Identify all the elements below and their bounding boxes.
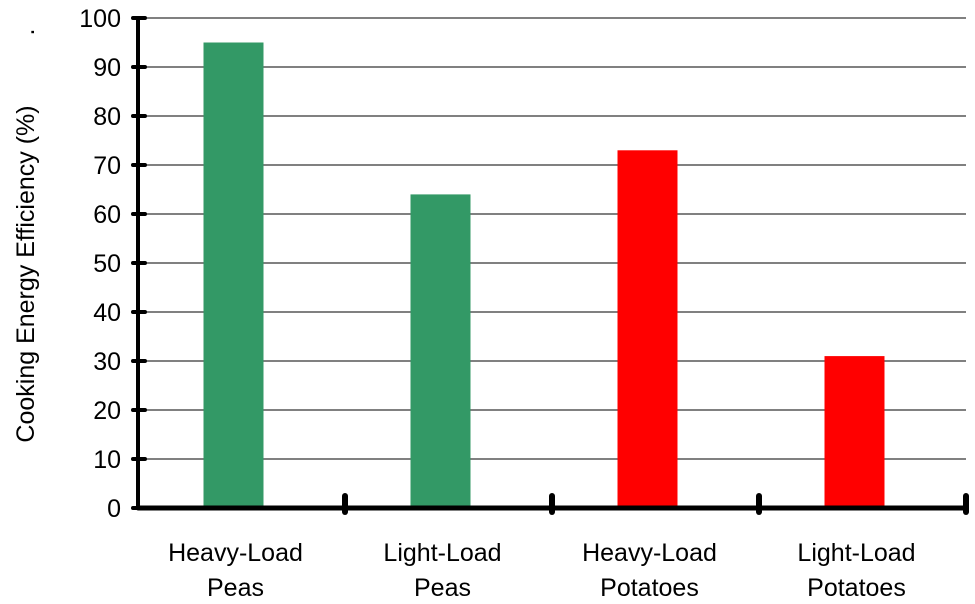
x-category-label: Heavy-Load <box>582 539 717 567</box>
y-tick-label: 70 <box>93 152 121 180</box>
y-tick-label: 50 <box>93 250 121 278</box>
y-axis-title: Cooking Energy Efficiency (%) <box>12 105 40 442</box>
bar <box>203 42 264 508</box>
axes <box>131 16 969 515</box>
x-category-label: Peas <box>207 574 264 602</box>
y-tick-label: 0 <box>107 495 121 523</box>
x-category-label: Light-Load <box>383 539 501 567</box>
bar <box>617 150 678 509</box>
y-tick-label: 100 <box>79 5 121 33</box>
gridlines <box>138 17 966 460</box>
x-category-label: Potatoes <box>807 574 906 602</box>
y-tick-label: 30 <box>93 348 121 376</box>
x-category-label: Light-Load <box>797 539 915 567</box>
y-axis-title-suffix: . <box>12 29 40 36</box>
y-tick-label: 60 <box>93 201 121 229</box>
y-tick-label: 40 <box>93 299 121 327</box>
bars <box>203 42 885 509</box>
x-category-label: Potatoes <box>600 574 699 602</box>
bar <box>824 356 885 508</box>
y-tick-label: 10 <box>93 446 121 474</box>
x-category-label: Peas <box>414 574 471 602</box>
y-tick-label: 90 <box>93 54 121 82</box>
y-tick-label: 20 <box>93 397 121 425</box>
x-category-label: Heavy-Load <box>168 539 303 567</box>
x-category-labels: Heavy-Load Peas Light-Load Peas Heavy-Load Po… <box>168 539 915 602</box>
y-tick-labels: 0 10 20 30 40 50 60 70 80 90 100 <box>79 5 121 523</box>
bar <box>410 194 471 508</box>
y-tick-label: 80 <box>93 103 121 131</box>
